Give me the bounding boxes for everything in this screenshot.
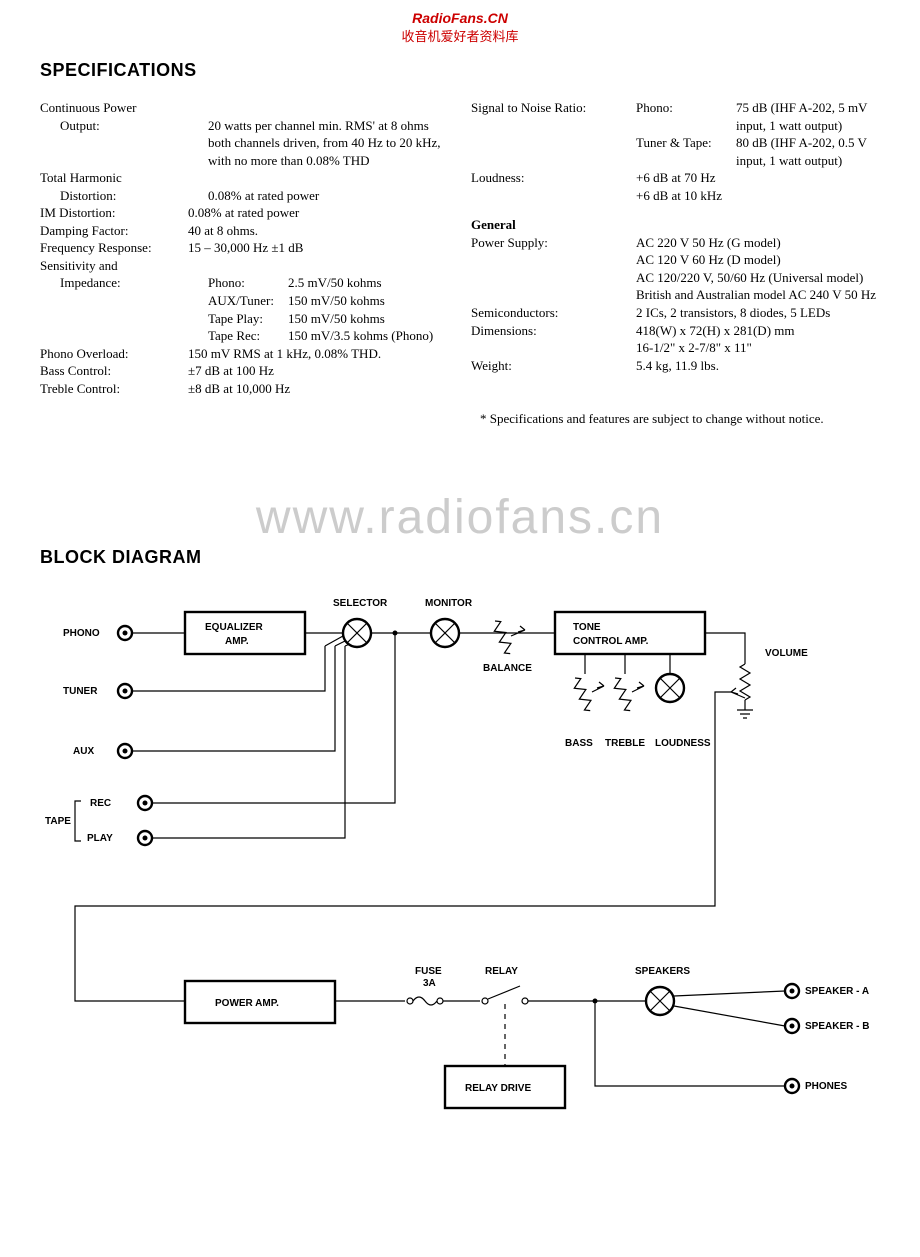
- label-monitor: MONITOR: [425, 598, 473, 609]
- specifications-table: Continuous Power Output:20 watts per cha…: [40, 99, 880, 397]
- spec-value: 0.08% at rated power: [188, 204, 449, 222]
- label-phones: PHONES: [805, 1081, 848, 1092]
- spec-value: 150 mV RMS at 1 kHz, 0.08% THD.: [188, 345, 449, 363]
- label-relay-drive: RELAY DRIVE: [465, 1083, 531, 1094]
- spec-label: IM Distortion:: [40, 204, 188, 222]
- header-watermark: RadioFans.CN 收音机爱好者资料库: [40, 10, 880, 45]
- spec-value: 150 mV/3.5 kohms (Phono): [288, 327, 449, 345]
- spec-label: Weight:: [471, 357, 636, 375]
- spec-value: 75 dB (IHF A-202, 5 mV input, 1 watt out…: [736, 99, 880, 134]
- spec-label: Impedance:: [40, 274, 208, 292]
- spec-sublabel: Tuner & Tape:: [636, 134, 736, 169]
- specifications-heading: SPECIFICATIONS: [40, 60, 880, 81]
- watermark-line1: RadioFans.CN: [40, 10, 880, 26]
- spec-sublabel: Tape Rec:: [208, 327, 288, 345]
- spec-label: Continuous Power: [40, 99, 188, 117]
- spec-value: British and Australian model AC 240 V 50…: [636, 286, 880, 304]
- label-speaker-b: SPEAKER - B: [805, 1021, 869, 1032]
- spec-value: 16-1/2" x 2-7/8" x 11": [636, 339, 880, 357]
- spec-value: 418(W) x 72(H) x 281(D) mm: [636, 322, 880, 340]
- label-eq-amp-1: EQUALIZER: [205, 622, 264, 633]
- spec-value: 150 mV/50 kohms: [288, 292, 449, 310]
- spec-label: Treble Control:: [40, 380, 188, 398]
- label-balance: BALANCE: [483, 663, 532, 674]
- spec-value: 2.5 mV/50 kohms: [288, 274, 449, 292]
- spec-value: +6 dB at 10 kHz: [636, 187, 880, 205]
- label-selector: SELECTOR: [333, 598, 388, 609]
- spec-value: 0.08% at rated power: [208, 187, 449, 205]
- spec-value: AC 120 V 60 Hz (D model): [636, 251, 880, 269]
- spec-label: Dimensions:: [471, 322, 636, 340]
- spec-value: 150 mV/50 kohms: [288, 310, 449, 328]
- spec-value: AC 220 V 50 Hz (G model): [636, 234, 880, 252]
- label-relay: RELAY: [485, 966, 518, 977]
- spec-label: Total Harmonic: [40, 169, 188, 187]
- spec-sublabel: Tape Play:: [208, 310, 288, 328]
- label-fuse: FUSE: [415, 966, 442, 977]
- spec-label: Sensitivity and: [40, 257, 188, 275]
- block-diagram-heading: BLOCK DIAGRAM: [40, 547, 880, 568]
- spec-label: Semiconductors:: [471, 304, 636, 322]
- big-watermark: www.radiofans.cn: [0, 490, 920, 545]
- spec-value: AC 120/220 V, 50/60 Hz (Universal model): [636, 269, 880, 287]
- label-power-amp: POWER AMP.: [215, 998, 279, 1009]
- label-speaker-a: SPEAKER - A: [805, 986, 869, 997]
- label-speakers: SPEAKERS: [635, 966, 690, 977]
- label-phono: PHONO: [63, 628, 100, 639]
- label-play: PLAY: [87, 833, 113, 844]
- label-fuse2: 3A: [423, 978, 436, 989]
- label-tone-1: TONE: [573, 622, 601, 633]
- label-treble: TREBLE: [605, 738, 645, 749]
- spec-label: Phono Overload:: [40, 345, 188, 363]
- label-tone-2: CONTROL AMP.: [573, 636, 649, 647]
- spec-sublabel: Phono:: [208, 274, 288, 292]
- spec-label: Loudness:: [471, 169, 636, 187]
- label-tape: TAPE: [45, 816, 71, 827]
- spec-value: 20 watts per channel min. RMS' at 8 ohms…: [208, 117, 449, 170]
- specs-left-column: Continuous Power Output:20 watts per cha…: [40, 99, 449, 397]
- spec-value: 2 ICs, 2 transistors, 8 diodes, 5 LEDs: [636, 304, 880, 322]
- spec-label: Output:: [40, 117, 208, 170]
- spec-value: 80 dB (IHF A-202, 0.5 V input, 1 watt ou…: [736, 134, 880, 169]
- label-tuner: TUNER: [63, 686, 98, 697]
- spec-sublabel: AUX/Tuner:: [208, 292, 288, 310]
- spec-label: Signal to Noise Ratio:: [471, 99, 636, 134]
- spec-value: ±7 dB at 100 Hz: [188, 362, 449, 380]
- specs-right-column: Signal to Noise Ratio: Phono: 75 dB (IHF…: [471, 99, 880, 397]
- block-diagram-section: BLOCK DIAGRAM PHONO TUNER AUX TAPE REC: [40, 547, 880, 1146]
- spec-sublabel: Phono:: [636, 99, 736, 134]
- spec-value: 15 – 30,000 Hz ±1 dB: [188, 239, 449, 257]
- spec-value: 40 at 8 ohms.: [188, 222, 449, 240]
- label-eq-amp-2: AMP.: [225, 636, 249, 647]
- spec-value: +6 dB at 70 Hz: [636, 169, 880, 187]
- footnote: * Specifications and features are subjec…: [480, 411, 880, 427]
- spec-label: Bass Control:: [40, 362, 188, 380]
- spec-value: 5.4 kg, 11.9 lbs.: [636, 357, 880, 375]
- block-diagram: PHONO TUNER AUX TAPE REC PLAY EQUALIZER …: [45, 586, 875, 1146]
- label-bass: BASS: [565, 738, 593, 749]
- spec-label: Damping Factor:: [40, 222, 188, 240]
- label-aux: AUX: [73, 746, 94, 757]
- label-loudness: LOUDNESS: [655, 738, 711, 749]
- label-volume: VOLUME: [765, 648, 808, 659]
- spec-label: Power Supply:: [471, 234, 636, 252]
- spec-label: Distortion:: [40, 187, 208, 205]
- spec-subheading: General: [471, 216, 516, 234]
- spec-value: ±8 dB at 10,000 Hz: [188, 380, 449, 398]
- spec-label: Frequency Response:: [40, 239, 188, 257]
- watermark-line2: 收音机爱好者资料库: [40, 26, 880, 45]
- label-rec: REC: [90, 798, 111, 809]
